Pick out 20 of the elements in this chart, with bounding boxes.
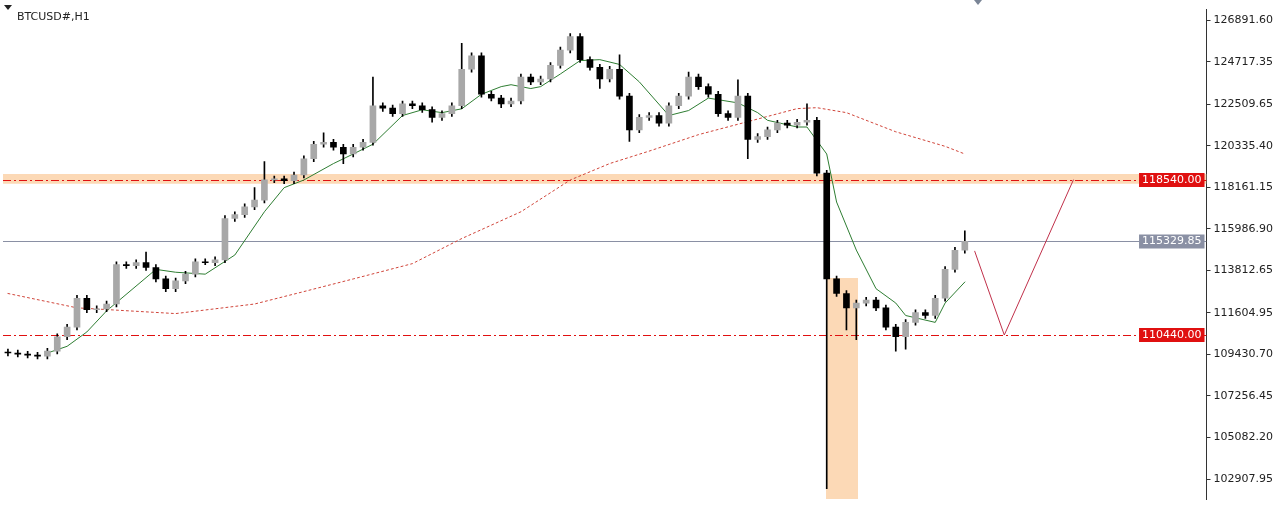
line-series [7, 107, 966, 315]
y-tick-label: 126891.60 [1213, 13, 1274, 27]
y-tick-label: 105082.20 [1213, 430, 1274, 444]
candlestick [852, 299, 860, 340]
y-tick-label: 115986.90 [1213, 221, 1274, 235]
y-tick-label: 107256.45 [1213, 388, 1274, 402]
y-tick-label: 111604.95 [1213, 305, 1274, 319]
y-tick-label: 109430.70 [1213, 347, 1274, 361]
ref-line-label: 110440.00 [1142, 327, 1202, 341]
candlestick [803, 103, 811, 126]
y-tick-label: 122509.65 [1213, 96, 1274, 110]
y-tick-label: 124717.35 [1213, 54, 1274, 68]
ref-line-label: 115329.85 [1142, 234, 1202, 248]
ref-line-label: 118540.00 [1142, 172, 1202, 186]
y-tick-label: 102907.95 [1213, 472, 1274, 486]
y-tick-label: 118161.15 [1213, 180, 1274, 194]
candlestick [122, 261, 130, 269]
y-tick-label: 113812.65 [1213, 263, 1274, 277]
y-tick-label: 120335.40 [1213, 138, 1274, 152]
chart-title: BTCUSD#,H1 [17, 10, 90, 24]
